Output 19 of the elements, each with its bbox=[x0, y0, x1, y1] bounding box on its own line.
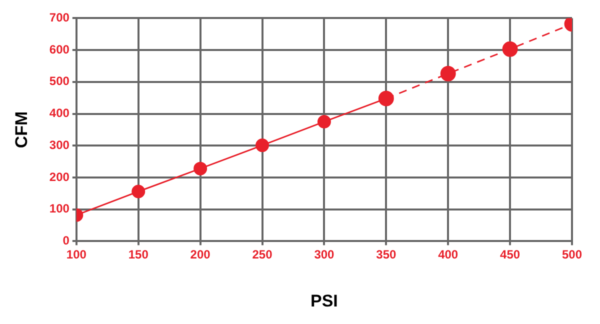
y-tick-label: 0 bbox=[62, 234, 70, 248]
x-tick-label: 100 bbox=[66, 248, 87, 262]
y-tick-label: 600 bbox=[49, 42, 70, 56]
x-tick-label: 200 bbox=[190, 248, 211, 262]
y-tick-label: 500 bbox=[49, 74, 70, 88]
y-axis-title: CFM bbox=[12, 111, 31, 148]
y-tick-label: 100 bbox=[49, 202, 70, 216]
x-tick-label: 250 bbox=[252, 248, 273, 262]
y-tick-label: 300 bbox=[49, 138, 70, 152]
x-axis-title: PSI bbox=[310, 291, 338, 310]
x-tick-label: 450 bbox=[500, 248, 520, 262]
y-tick-label: 700 bbox=[49, 10, 70, 25]
x-tick-label: 500 bbox=[562, 248, 582, 262]
x-tick-label: 150 bbox=[128, 248, 149, 262]
x-tick-label: 350 bbox=[376, 248, 396, 262]
y-tick-label: 200 bbox=[49, 170, 70, 184]
x-tick-label: 300 bbox=[314, 248, 335, 262]
y-tick-label: 400 bbox=[49, 106, 70, 120]
x-tick-label: 400 bbox=[438, 248, 458, 262]
